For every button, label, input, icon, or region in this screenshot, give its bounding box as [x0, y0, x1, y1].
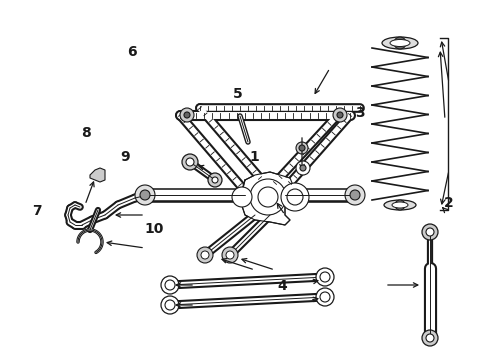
Circle shape	[161, 276, 179, 294]
Circle shape	[320, 292, 330, 302]
Circle shape	[140, 190, 150, 200]
Text: 4: 4	[277, 279, 287, 293]
Ellipse shape	[392, 202, 408, 208]
Circle shape	[222, 247, 238, 263]
Circle shape	[161, 296, 179, 314]
Text: 7: 7	[32, 204, 42, 217]
Circle shape	[316, 288, 334, 306]
Circle shape	[422, 224, 438, 240]
Text: 1: 1	[250, 150, 260, 163]
Circle shape	[394, 37, 406, 49]
Text: 8: 8	[81, 126, 91, 140]
Circle shape	[337, 112, 343, 118]
Text: 9: 9	[120, 150, 130, 163]
Circle shape	[212, 177, 218, 183]
Circle shape	[316, 268, 334, 286]
Circle shape	[165, 280, 175, 290]
Text: 2: 2	[443, 197, 453, 210]
Circle shape	[197, 247, 213, 263]
Circle shape	[422, 330, 438, 346]
Circle shape	[258, 187, 278, 207]
Circle shape	[184, 112, 190, 118]
Ellipse shape	[384, 200, 416, 210]
Circle shape	[232, 187, 252, 207]
Ellipse shape	[382, 37, 418, 49]
Polygon shape	[240, 172, 295, 225]
Circle shape	[186, 158, 194, 166]
Circle shape	[250, 179, 286, 215]
Circle shape	[287, 189, 303, 205]
Circle shape	[201, 251, 209, 259]
Circle shape	[226, 251, 234, 259]
Circle shape	[135, 185, 155, 205]
Circle shape	[426, 334, 434, 342]
Polygon shape	[90, 168, 105, 182]
Ellipse shape	[390, 40, 410, 46]
Circle shape	[300, 165, 306, 171]
Circle shape	[296, 161, 310, 175]
Circle shape	[350, 190, 360, 200]
Circle shape	[281, 183, 309, 211]
Circle shape	[299, 145, 305, 151]
Text: 10: 10	[145, 222, 164, 235]
Circle shape	[320, 272, 330, 282]
Circle shape	[165, 300, 175, 310]
Text: 6: 6	[127, 45, 137, 59]
Circle shape	[296, 142, 308, 154]
Circle shape	[208, 173, 222, 187]
Circle shape	[180, 108, 194, 122]
Text: 3: 3	[355, 107, 365, 120]
Circle shape	[333, 108, 347, 122]
Circle shape	[426, 228, 434, 236]
Text: 5: 5	[233, 87, 243, 100]
Circle shape	[395, 200, 405, 210]
Circle shape	[182, 154, 198, 170]
Circle shape	[345, 185, 365, 205]
